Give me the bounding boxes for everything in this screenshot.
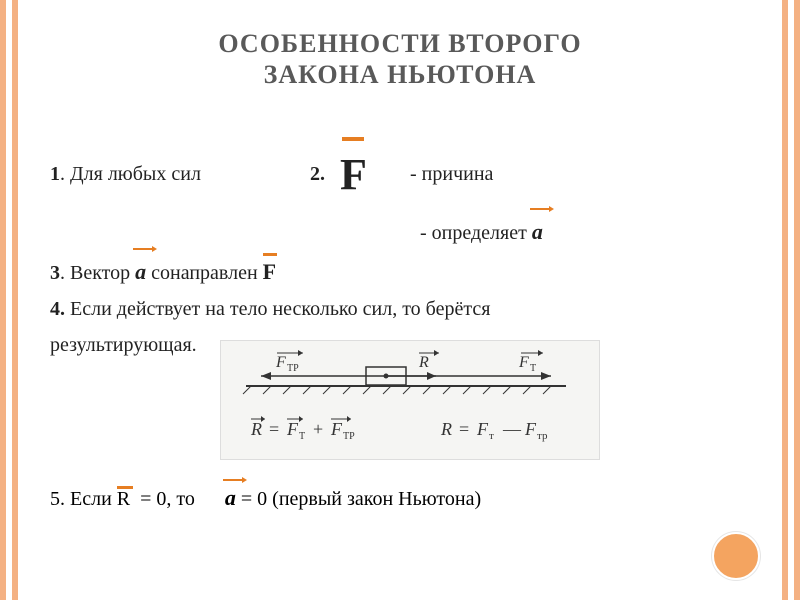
svg-text:тр: тр [537,430,548,442]
svg-text:=: = [459,419,469,439]
vector-arrow-icon [133,248,153,250]
svg-text:ТР: ТР [343,431,355,442]
F-symbol-p3: F [263,254,276,289]
point-4: 4. Если действует на тело несколько сил,… [50,293,750,325]
title-line-2: ЗАКОНА НЬЮТОНА [0,59,800,90]
vector-a-symbol-2: a [135,254,146,289]
vector-arrow-icon [530,208,550,210]
p5-text-a: 5. Если [50,488,117,510]
p3-text-a: . Вектор [60,262,135,284]
slide-title: ОСОБЕННОСТИ ВТОРОГО ЗАКОНА НЬЮТОНА [0,28,800,90]
p1-text: . Для любых сил [60,163,201,185]
p1-number: 1 [50,163,60,185]
svg-text:R: R [250,419,262,439]
a-letter: a [135,259,146,284]
force-diagram: F ТР R F Т R [220,340,600,460]
svg-text:+: + [313,419,323,439]
p2-number: 2. [310,158,340,190]
svg-text:ТР: ТР [287,363,299,374]
svg-text:Т: Т [530,363,536,374]
svg-text:F: F [518,354,529,371]
F-letter: F [340,150,367,199]
p4-text-1: Если действует на тело несколько сил, то… [65,298,490,320]
vector-a-symbol-3: a [225,485,236,511]
svg-text:R: R [418,354,429,371]
p3-number: 3 [50,262,60,284]
title-line-1: ОСОБЕННОСТИ ВТОРОГО [0,28,800,59]
point-1-and-2: 1. Для любых сил 2. F - причина [50,140,750,210]
svg-text:F: F [476,419,489,439]
p3-text-b: сонаправлен [151,262,263,284]
svg-text:R: R [440,419,452,439]
vector-arrow-icon [223,479,243,481]
svg-text:т: т [489,430,494,442]
p5-text-c: = 0 (первый закон Ньютона) [241,488,481,510]
svg-text:=: = [269,419,279,439]
p4-number: 4. [50,298,65,320]
content-area: 1. Для любых сил 2. F - причина - опреде… [50,140,750,365]
point-3: 3. Вектор a сонаправлен F [50,254,750,289]
decorative-circle-icon [712,532,760,580]
svg-text:F: F [286,419,299,439]
a-letter: a [225,485,236,510]
R-symbol: R [117,488,130,511]
point-2-line2: - определяет a [50,214,750,249]
svg-text:F: F [524,419,537,439]
p4-text-2: результирующая. [50,334,197,356]
force-symbol-F: F [340,140,367,210]
diagram-svg: F ТР R F Т R [221,341,601,461]
vector-bar-icon [117,486,133,489]
vector-a-symbol: a [532,214,543,249]
p5-text-b: = 0, то [135,488,220,510]
vector-bar-icon [263,253,277,256]
p2-text-defines: - определяет [420,222,532,244]
point-5: 5. Если R = 0, то a = 0 (первый закон Нь… [50,485,750,511]
svg-text:Т: Т [299,431,305,442]
svg-text:F: F [330,419,343,439]
svg-text:F: F [275,354,286,371]
a-letter: a [532,219,543,244]
svg-text:—: — [502,419,522,439]
vector-bar-icon [342,137,364,141]
p2-text-reason: - причина [410,158,493,190]
